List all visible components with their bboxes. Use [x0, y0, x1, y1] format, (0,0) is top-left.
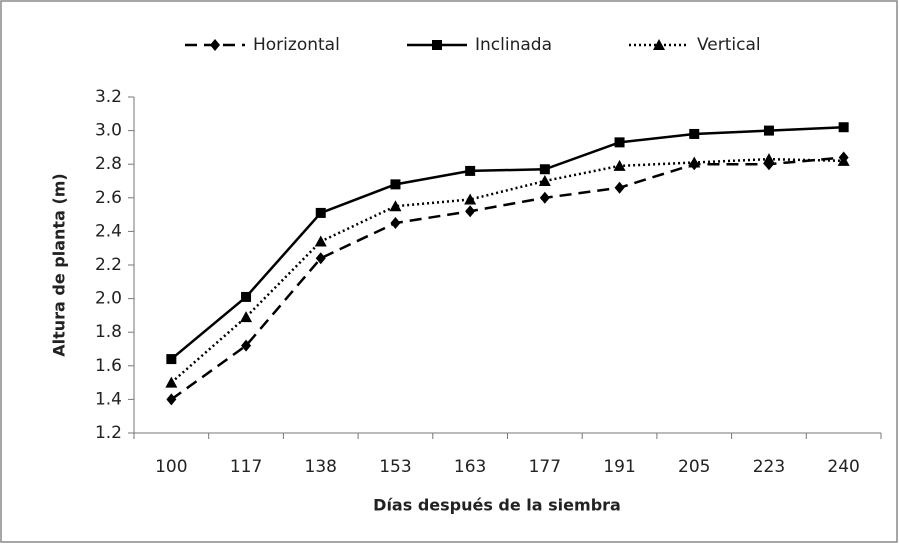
legend-marker [432, 40, 442, 50]
y-axis-title: Altura de planta (m) [50, 173, 69, 356]
data-point [390, 217, 401, 229]
data-point [166, 354, 177, 365]
x-tick-label: 240 [827, 457, 859, 477]
x-tick-label: 100 [155, 457, 187, 477]
data-point [613, 159, 626, 171]
legend-marker [210, 39, 220, 51]
data-point [539, 164, 550, 175]
data-point [241, 339, 252, 352]
series-line [170, 157, 844, 384]
y-tick-label: 1.2 [95, 423, 122, 443]
legend-marker [653, 39, 665, 50]
data-point [763, 125, 774, 136]
y-tick-label: 2.6 [95, 188, 122, 208]
y-tick-label: 1.8 [95, 322, 122, 342]
x-tick-label: 138 [305, 457, 337, 477]
data-point [465, 205, 476, 218]
y-tick-label: 2.4 [95, 221, 122, 241]
y-tick-label: 2.8 [95, 154, 122, 174]
legend-label: Horizontal [253, 35, 340, 55]
data-point [166, 393, 177, 406]
data-point [538, 175, 551, 186]
data-point [390, 179, 401, 190]
data-point [315, 252, 326, 265]
x-tick-label: 163 [454, 457, 486, 477]
y-tick-label: 3.0 [95, 121, 122, 141]
x-tick-label: 153 [379, 457, 411, 477]
data-point [837, 154, 850, 166]
data-point [689, 128, 700, 139]
x-tick-label: 117 [230, 457, 262, 477]
data-point [241, 291, 252, 302]
y-tick-label: 1.4 [95, 389, 122, 409]
legend-label: Inclinada [475, 35, 552, 55]
y-tick-label: 1.6 [95, 356, 122, 376]
data-point [838, 122, 849, 133]
x-tick-label: 177 [529, 457, 561, 477]
y-tick-label: 2.2 [95, 255, 122, 275]
data-point [165, 376, 178, 388]
data-point [762, 153, 775, 165]
legend-label: Vertical [697, 35, 761, 55]
data-point [614, 137, 625, 148]
data-point [688, 156, 701, 168]
x-axis-title: Días después de la siembra [373, 496, 621, 515]
data-point [315, 207, 326, 218]
data-point [389, 200, 402, 212]
data-point [464, 193, 477, 205]
x-tick-label: 191 [603, 457, 635, 477]
data-point [314, 235, 327, 247]
y-tick-label: 2.0 [95, 289, 122, 309]
x-tick-label: 223 [753, 457, 785, 477]
series-line [170, 125, 844, 361]
series-line [170, 156, 844, 401]
data-point [465, 165, 476, 176]
y-tick-label: 3.2 [95, 87, 122, 107]
data-point [539, 191, 550, 204]
data-point [240, 311, 253, 323]
x-tick-label: 205 [678, 457, 710, 477]
data-point [614, 181, 625, 194]
